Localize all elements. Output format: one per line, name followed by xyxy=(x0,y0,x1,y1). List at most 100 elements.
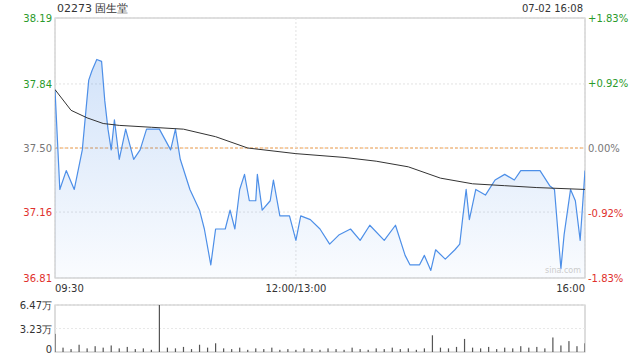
volume-bar xyxy=(279,350,280,352)
volume-bar xyxy=(504,348,505,352)
y-tick-label: 37.84 xyxy=(23,79,52,90)
x-tick-label: 12:00/13:00 xyxy=(265,283,326,294)
volume-bar xyxy=(480,348,481,352)
volume-bar xyxy=(167,348,168,352)
volume-bar xyxy=(271,348,272,352)
subtitle: 07-02 16:08 xyxy=(522,3,583,14)
volume-frame xyxy=(55,305,585,352)
volume-bar xyxy=(408,348,409,352)
price-line xyxy=(55,59,585,270)
volume-bar xyxy=(223,348,224,352)
volume-bar xyxy=(199,345,200,352)
volume-bar xyxy=(311,349,312,352)
volume-bar xyxy=(552,337,553,352)
volume-bar xyxy=(103,348,104,352)
volume-bar xyxy=(78,345,79,352)
y2-tick-label: +0.92% xyxy=(588,78,628,89)
volume-bar xyxy=(488,347,489,352)
volume-bar xyxy=(191,349,192,352)
volume-bar xyxy=(448,348,449,352)
volume-bar xyxy=(416,350,417,352)
volume-bar xyxy=(464,339,465,352)
x-tick-label: 09:30 xyxy=(55,283,84,294)
volume-bar xyxy=(392,348,393,352)
volume-bar xyxy=(87,348,88,352)
y2-tick-label: 0.00% xyxy=(588,143,620,154)
volume-bar xyxy=(512,348,513,352)
volume-bar xyxy=(576,346,577,352)
volume-bar xyxy=(440,348,441,352)
volume-bar xyxy=(159,305,160,352)
volume-bar xyxy=(335,349,336,352)
volume-area xyxy=(55,305,585,352)
volume-bar xyxy=(520,346,521,352)
volume-bar xyxy=(111,345,112,352)
volume-bar xyxy=(55,334,56,352)
grid-line xyxy=(55,18,585,19)
volume-bar xyxy=(360,349,361,352)
price-area xyxy=(55,59,585,278)
volume-bar xyxy=(70,349,71,352)
volume-bar xyxy=(183,347,184,352)
title: 02273 固生堂 xyxy=(57,2,129,15)
average-line xyxy=(55,90,585,190)
volume-bar xyxy=(151,350,152,352)
volume-bar xyxy=(343,350,344,352)
volume-bar xyxy=(247,350,248,352)
volume-bar xyxy=(544,348,545,352)
volume-bar xyxy=(135,349,136,352)
y2-tick-label: -0.92% xyxy=(588,208,623,219)
base-line xyxy=(55,148,585,149)
y-tick-label: 37.16 xyxy=(23,207,52,218)
volume-bar xyxy=(127,347,128,352)
volume-bar xyxy=(231,349,232,352)
volume-bar xyxy=(255,348,256,352)
volume-bar xyxy=(327,348,328,352)
plot-area xyxy=(55,59,585,278)
chart: 02273 固生堂 07-02 16:08 38.19 37.84 37.50 37.16… xyxy=(0,0,640,360)
volume-bar xyxy=(62,348,63,352)
plot-frame xyxy=(55,18,585,278)
volume-bar xyxy=(295,350,296,352)
volume-bar xyxy=(528,348,529,352)
volume-bar xyxy=(536,347,537,352)
volume-bar xyxy=(432,335,433,352)
grid-line xyxy=(55,305,585,306)
volume-bar xyxy=(376,348,377,352)
volume-bar xyxy=(319,350,320,352)
x-tick-label: 16:00 xyxy=(556,283,585,294)
volume-bar xyxy=(175,348,176,352)
y-tick-label: 38.19 xyxy=(23,13,52,24)
volume-bar xyxy=(303,348,304,352)
volume-bar xyxy=(352,348,353,352)
volume-bar xyxy=(568,341,569,352)
volume-bar xyxy=(143,348,144,352)
y2-tick-label: +1.83% xyxy=(588,13,628,24)
y2-tick-label: -1.83% xyxy=(588,273,623,284)
volume-bar xyxy=(496,349,497,352)
grid-line xyxy=(55,148,585,149)
volume-bar xyxy=(472,348,473,352)
volume-tick-label: 6.47万 xyxy=(20,300,52,311)
grid-line xyxy=(55,328,585,329)
volume-bar xyxy=(584,343,585,352)
volume-bar xyxy=(263,349,264,352)
watermark: sina.com xyxy=(545,266,581,275)
volume-bar xyxy=(239,348,240,352)
volume-bar xyxy=(215,343,216,352)
volume-tick-label: 0 xyxy=(46,344,52,355)
volume-bar xyxy=(456,347,457,352)
volume-bar xyxy=(560,345,561,352)
volume-tick-label: 3.23万 xyxy=(20,324,52,335)
volume-bar xyxy=(287,349,288,352)
volume-bar xyxy=(368,350,369,352)
volume-bar xyxy=(400,349,401,352)
y-tick-label: 37.50 xyxy=(23,143,52,154)
volume-bar xyxy=(95,346,96,352)
volume-bar xyxy=(424,348,425,352)
volume-bar xyxy=(207,348,208,352)
y-tick-label: 36.81 xyxy=(23,273,52,284)
volume-bar xyxy=(384,349,385,352)
volume-bar xyxy=(119,348,120,352)
grid-line xyxy=(55,83,585,84)
